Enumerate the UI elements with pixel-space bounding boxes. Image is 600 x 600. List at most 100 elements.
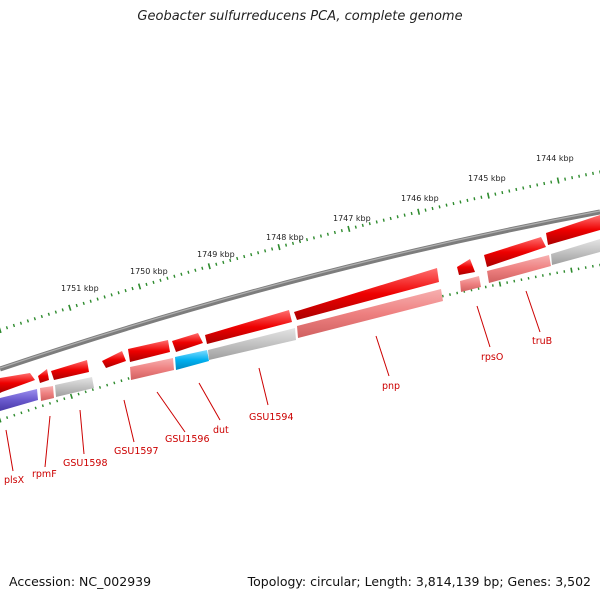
cds-arrow[interactable]	[484, 237, 546, 267]
tick-mark	[564, 177, 567, 181]
tick-mark	[291, 241, 295, 245]
feature-block[interactable]	[175, 350, 209, 370]
tick-mark	[187, 270, 190, 274]
tick-mark	[33, 317, 36, 321]
feature-block[interactable]	[55, 377, 94, 397]
tick-mark	[47, 312, 50, 316]
tick-mark	[96, 297, 99, 301]
gene-label-pnp[interactable]: pnp	[382, 381, 400, 392]
tick-mark	[494, 192, 497, 196]
tick-mark	[20, 411, 23, 415]
feature-block[interactable]	[551, 239, 600, 265]
cds-arrow[interactable]	[38, 369, 49, 383]
tick-mark	[508, 189, 511, 193]
gene-label-gsu1594[interactable]: GSU1594	[249, 412, 294, 423]
tick-mark	[110, 293, 113, 297]
tick-mark	[312, 236, 315, 240]
tick-mark	[578, 174, 581, 178]
leader-line	[375, 335, 390, 377]
tick-mark	[127, 377, 130, 380]
cds-arrow[interactable]	[294, 268, 439, 320]
tick-mark	[396, 215, 399, 219]
tick-mark	[319, 234, 322, 238]
tick-mark	[550, 180, 553, 184]
accession-text: Accession: NC_002939	[9, 574, 152, 589]
tick-mark	[5, 326, 9, 330]
gene-label-plsx[interactable]: plsX	[4, 475, 25, 486]
tick-mark	[26, 319, 30, 323]
cds-arrow[interactable]	[172, 333, 203, 352]
tick-mark	[40, 314, 43, 319]
kbp-label-1744: 1744 kbp	[536, 154, 574, 163]
tick-mark	[484, 285, 487, 289]
tick-mark	[77, 392, 80, 396]
tick-mark	[54, 310, 57, 314]
tick-mark	[13, 413, 16, 417]
feature-lane-2	[0, 239, 600, 411]
feature-block[interactable]	[460, 276, 481, 292]
feature-block[interactable]	[208, 328, 296, 360]
tick-mark	[68, 304, 72, 311]
tick-mark	[556, 177, 560, 184]
gene-label-rpso[interactable]: rpsO	[481, 352, 503, 363]
cds-arrow[interactable]	[546, 215, 600, 245]
gene-label-gsu1598[interactable]: GSU1598	[63, 458, 108, 469]
tick-mark	[124, 289, 127, 293]
tick-mark	[173, 274, 176, 278]
cds-arrow[interactable]	[51, 360, 89, 380]
cds-arrow[interactable]	[457, 259, 475, 275]
feature-block[interactable]	[40, 386, 54, 401]
gene-label-dut[interactable]: dut	[213, 425, 229, 436]
tick-mark	[34, 406, 37, 410]
cds-arrow[interactable]	[128, 340, 170, 362]
tick-mark	[513, 279, 516, 283]
kbp-label-1751: 1751 kbp	[61, 284, 99, 293]
feature-block[interactable]	[487, 255, 551, 283]
tick-mark	[215, 262, 218, 266]
tick-mark	[456, 291, 459, 295]
gene-label-trub[interactable]: truB	[532, 336, 552, 347]
tick-mark	[152, 280, 155, 284]
tick-mark	[41, 404, 44, 408]
cds-arrow[interactable]	[102, 351, 126, 368]
gene-label-gsu1596[interactable]: GSU1596	[165, 434, 210, 445]
feature-block[interactable]	[130, 358, 174, 380]
tick-mark	[354, 225, 357, 229]
tick-mark	[75, 303, 78, 308]
genome-backbone-highlight	[0, 210, 600, 369]
gene-label-rpmf[interactable]: rpmF	[32, 469, 57, 480]
tick-mark	[159, 278, 162, 282]
tick-mark	[19, 321, 23, 325]
tick-mark	[229, 258, 232, 262]
tick-mark	[389, 216, 392, 221]
tick-mark	[84, 390, 87, 394]
kbp-label-1747: 1747 kbp	[333, 214, 371, 223]
kbp-labels: 1751 kbp 1750 kbp 1749 kbp 1748 kbp 1747…	[61, 154, 574, 293]
tick-mark	[98, 385, 102, 389]
tick-mark	[480, 195, 483, 199]
tick-mark	[166, 276, 169, 280]
feature-block[interactable]	[297, 289, 443, 338]
tick-mark	[491, 284, 494, 287]
feature-block[interactable]	[0, 389, 38, 411]
tick-mark	[403, 213, 406, 217]
leader-line	[44, 415, 51, 468]
cds-arrow[interactable]	[0, 373, 35, 393]
tick-mark	[382, 218, 385, 222]
tick-mark	[27, 408, 30, 412]
tick-mark	[570, 267, 573, 273]
leader-line	[79, 409, 85, 455]
tick-mark	[527, 276, 530, 280]
leader-line	[258, 367, 269, 406]
gene-label-gsu1597[interactable]: GSU1597	[114, 446, 159, 457]
leader-line	[198, 382, 221, 421]
tick-mark	[534, 275, 537, 279]
tick-mark	[298, 239, 302, 244]
tick-mark	[536, 183, 539, 187]
tick-mark	[361, 223, 364, 227]
genome-stats-text: Topology: circular; Length: 3,814,139 bp…	[247, 574, 591, 589]
leader-line	[525, 290, 541, 333]
tick-mark	[449, 293, 451, 296]
cds-arrow[interactable]	[205, 310, 292, 344]
